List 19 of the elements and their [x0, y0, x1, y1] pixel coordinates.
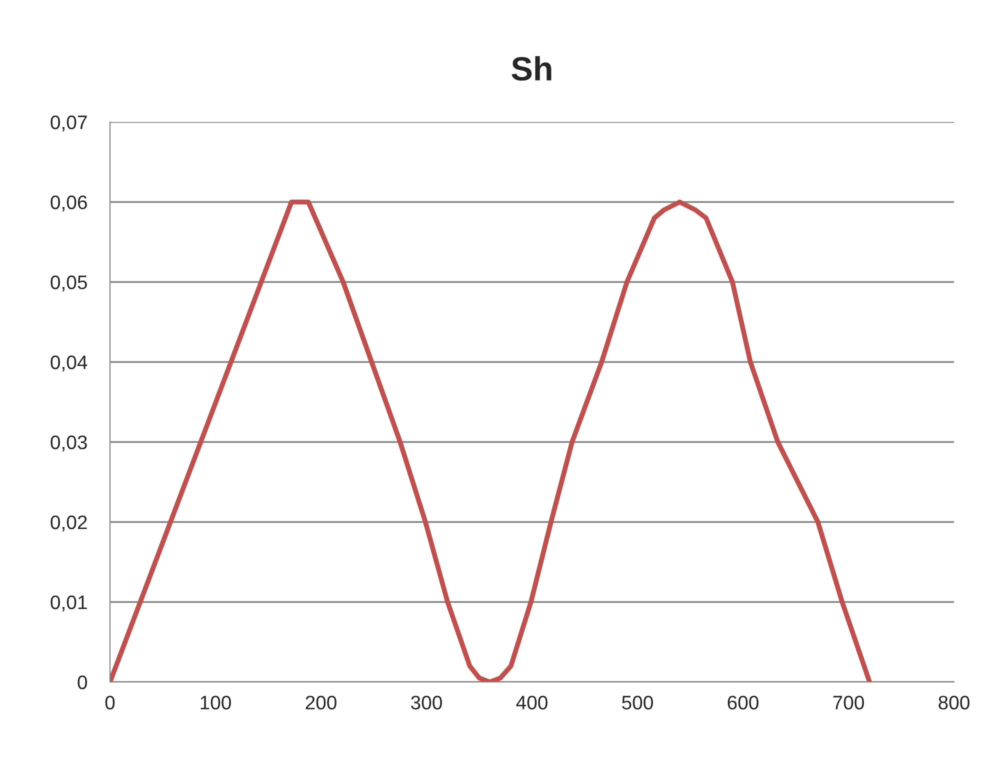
y-tick-label: 0,01	[50, 595, 87, 612]
x-tick-label: 200	[306, 696, 336, 710]
x-tick-label: 400	[516, 696, 548, 710]
chart-title: Sh	[512, 56, 552, 81]
x-tick-label: 300	[411, 696, 442, 710]
x-tick-label: 700	[833, 696, 864, 710]
y-tick-label: 0,04	[50, 355, 88, 372]
y-tick-label: 0,05	[50, 275, 87, 292]
y-tick-label: 0,07	[50, 115, 87, 132]
line-series	[110, 200, 872, 682]
x-tick-label: 800	[938, 696, 970, 710]
y-tick-label: 0	[78, 675, 88, 690]
y-tick-label: 0,02	[50, 515, 87, 532]
x-tick-label: 0	[105, 696, 115, 710]
y-tick-label: 0,03	[50, 435, 87, 452]
x-tick-label: 600	[728, 696, 758, 710]
x-tick-label: 100	[200, 696, 231, 710]
y-tick-label: 0,06	[50, 195, 87, 212]
x-tick-label: 500	[622, 696, 653, 710]
